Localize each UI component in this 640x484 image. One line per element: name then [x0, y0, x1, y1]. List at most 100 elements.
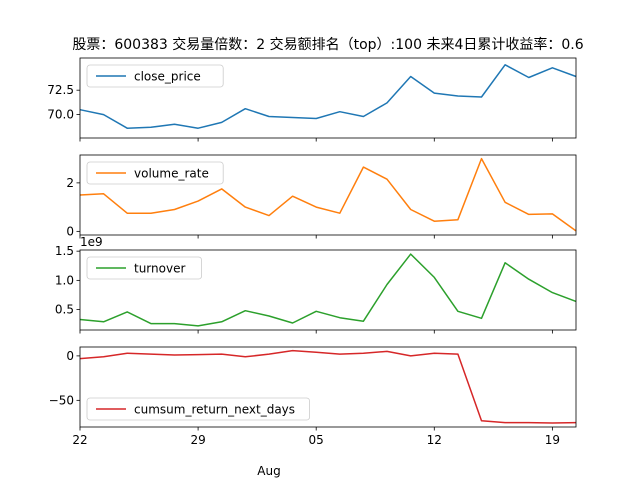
data-point — [102, 192, 105, 195]
x-tick-label: 12 — [427, 433, 442, 447]
data-point — [551, 212, 554, 215]
x-tick-label: 22 — [72, 433, 87, 447]
legend: close_price — [86, 64, 224, 88]
subplot-4: −50 0 22 29 05 12 19 cumsum_return_next_days — [49, 346, 577, 447]
y-tick-label: 70.0 — [47, 108, 74, 122]
axes-frame — [79, 57, 577, 139]
data-point — [315, 310, 318, 313]
data-point — [362, 320, 365, 323]
data-point — [315, 351, 318, 354]
data-point — [386, 101, 389, 104]
data-point — [527, 76, 530, 79]
data-point — [126, 352, 129, 355]
data-point — [220, 353, 223, 356]
data-point — [315, 206, 318, 209]
data-point — [268, 315, 271, 318]
data-point — [338, 316, 341, 319]
data-point — [504, 201, 507, 204]
data-point — [362, 352, 365, 355]
data-point — [504, 421, 507, 424]
data-point — [244, 355, 247, 358]
y-tick-label: 0 — [66, 224, 74, 238]
data-point — [362, 115, 365, 118]
legend: cumsum_return_next_days — [86, 397, 311, 421]
data-point — [409, 208, 412, 211]
data-point — [173, 123, 176, 126]
data-point — [433, 352, 436, 355]
data-point — [456, 218, 459, 221]
y-tick-label: 1.5 — [55, 244, 74, 258]
legend-box — [86, 256, 202, 280]
legend-box — [86, 397, 311, 421]
data-point — [197, 200, 200, 203]
legend: turnover — [86, 256, 202, 280]
legend-label: close_price — [134, 70, 201, 84]
data-point — [527, 278, 530, 281]
data-point — [480, 419, 483, 422]
series-line-volume_rate — [79, 157, 577, 232]
data-point — [456, 310, 459, 313]
axes-frame — [79, 154, 577, 236]
subplot-1: 70.0 72.5 close_price — [47, 57, 577, 142]
data-point — [409, 75, 412, 78]
data-point — [433, 92, 436, 95]
subplot-3: 0.5 1.0 1.5 1e9 turnover — [55, 235, 577, 334]
data-point — [149, 126, 152, 129]
series-line-turnover — [79, 253, 577, 327]
data-point — [173, 208, 176, 211]
data-point — [504, 63, 507, 66]
data-point — [126, 310, 129, 313]
y-tick-label: −50 — [49, 393, 74, 407]
legend: volume_rate — [86, 161, 224, 185]
x-tick-label: 19 — [545, 433, 560, 447]
series-line-close_price — [79, 64, 577, 129]
data-point — [197, 324, 200, 327]
data-point — [527, 213, 530, 216]
data-point — [149, 322, 152, 325]
data-point — [386, 350, 389, 353]
series-line-cumsum_return_next_days — [79, 349, 577, 424]
data-point — [527, 421, 530, 424]
data-point — [244, 309, 247, 312]
legend-box — [86, 161, 224, 185]
y-tick-label: 72.5 — [47, 83, 74, 97]
data-point — [362, 166, 365, 169]
data-point — [433, 220, 436, 223]
data-point — [551, 66, 554, 69]
y-tick-label: 0.5 — [55, 303, 74, 317]
data-point — [149, 212, 152, 215]
data-point — [268, 214, 271, 217]
data-point — [315, 117, 318, 120]
data-point — [173, 354, 176, 357]
data-point — [220, 187, 223, 190]
data-point — [197, 127, 200, 130]
data-point — [291, 349, 294, 352]
data-point — [126, 212, 129, 215]
data-point — [480, 157, 483, 160]
data-point — [268, 353, 271, 356]
chart-title: 股票：600383 交易量倍数：2 交易额排名（top）:100 未来4日累计收… — [72, 36, 583, 53]
data-point — [433, 276, 436, 279]
data-point — [173, 322, 176, 325]
x-tick-label: 05 — [309, 433, 324, 447]
y-tick-label: 2 — [66, 176, 74, 190]
data-point — [197, 353, 200, 356]
data-point — [551, 291, 554, 294]
data-point — [149, 353, 152, 356]
legend-label: turnover — [134, 262, 185, 276]
data-point — [480, 317, 483, 320]
data-point — [291, 195, 294, 198]
data-point — [268, 115, 271, 118]
y-tick-label: 1.0 — [55, 273, 74, 287]
data-point — [126, 127, 129, 130]
y-offset-label: 1e9 — [80, 235, 103, 249]
data-point — [456, 95, 459, 98]
data-point — [338, 353, 341, 356]
data-point — [338, 110, 341, 113]
data-point — [220, 121, 223, 124]
data-point — [291, 322, 294, 325]
legend-label: cumsum_return_next_days — [134, 403, 295, 417]
data-point — [244, 206, 247, 209]
